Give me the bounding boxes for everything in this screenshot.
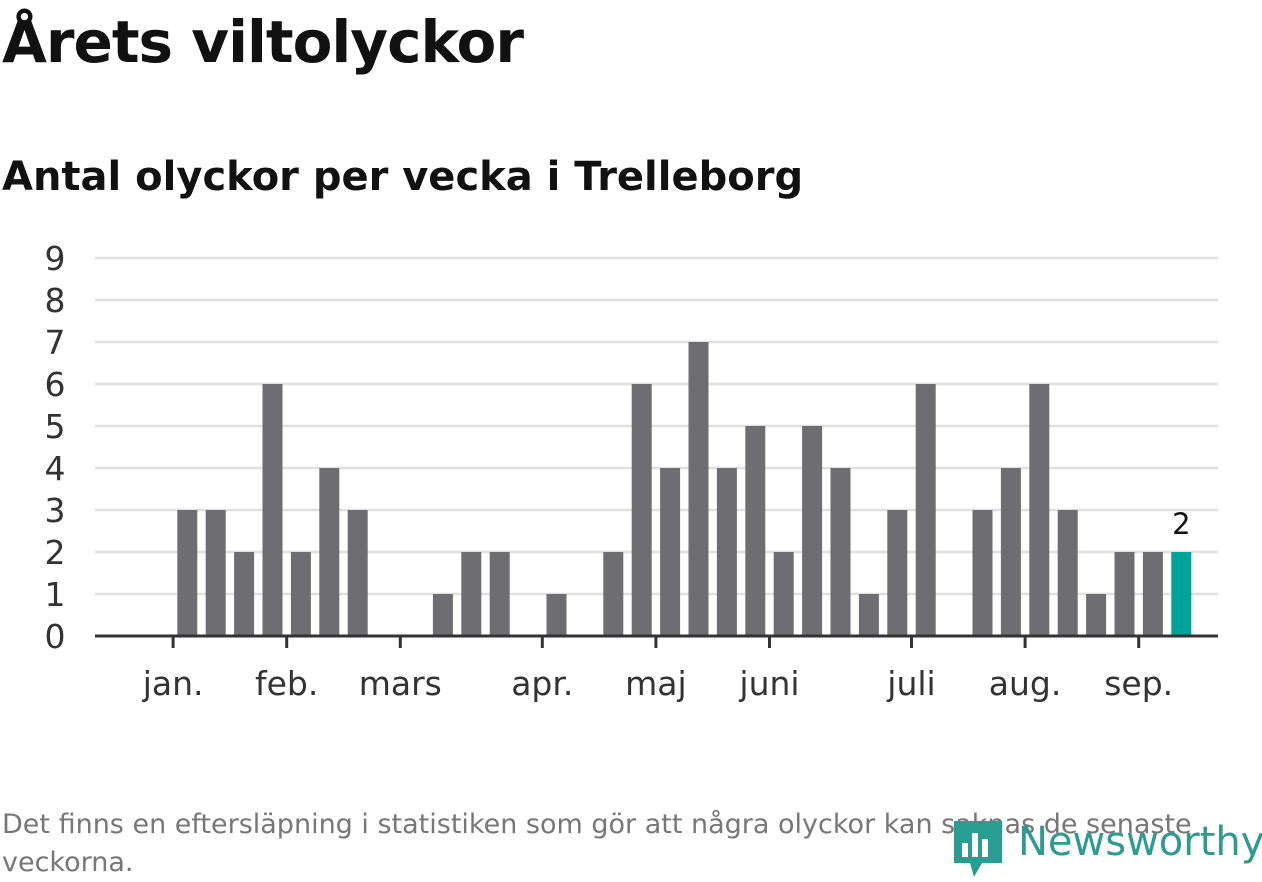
bar	[1142, 552, 1163, 636]
y-tick-label: 8	[45, 281, 66, 320]
x-tick-label: mars	[359, 664, 442, 703]
newsworthy-logo-text: Newsworthy	[1018, 819, 1262, 865]
bar	[205, 510, 226, 636]
bar	[830, 468, 851, 636]
bar-highlight	[1171, 552, 1192, 636]
bar	[887, 510, 908, 636]
bar	[915, 384, 936, 636]
bar	[773, 552, 794, 636]
bar	[1000, 468, 1021, 636]
bar	[461, 552, 482, 636]
bar	[660, 468, 681, 636]
x-tick-label: juni	[738, 664, 799, 703]
bar	[858, 594, 879, 636]
x-tick-label: feb.	[255, 664, 318, 703]
bar	[234, 552, 255, 636]
bar	[716, 468, 737, 636]
chart-subtitle: Antal olyckor per vecka i Trelleborg	[2, 154, 804, 200]
y-tick-label: 4	[45, 449, 66, 488]
bar	[290, 552, 311, 636]
bar	[546, 594, 567, 636]
bar	[745, 426, 766, 636]
highlight-value-label: 2	[1172, 507, 1190, 541]
y-tick-label: 5	[45, 407, 66, 446]
chart-title: Årets viltolyckor	[2, 8, 524, 76]
bar	[1086, 594, 1107, 636]
y-tick-label: 6	[45, 365, 66, 404]
y-tick-label: 0	[45, 617, 66, 656]
y-tick-label: 2	[45, 533, 66, 572]
x-tick-label: aug.	[989, 664, 1062, 703]
x-axis: jan. feb. mars apr. maj juni juli aug. sep.	[95, 634, 1218, 703]
bar	[802, 426, 823, 636]
data-labels: 2	[1172, 507, 1190, 541]
y-tick-label: 1	[45, 575, 66, 614]
y-tick-label: 7	[45, 323, 66, 362]
bar	[631, 384, 652, 636]
bar	[177, 510, 198, 636]
bar	[1057, 510, 1078, 636]
bar	[347, 510, 368, 636]
bar	[432, 594, 453, 636]
x-tick-label: juli	[886, 664, 935, 703]
newsworthy-logo: Newsworthy	[952, 815, 1262, 877]
bar	[489, 552, 510, 636]
bar	[972, 510, 993, 636]
bar	[262, 384, 283, 636]
bar	[1114, 552, 1135, 636]
x-tick-label: jan.	[142, 664, 204, 703]
y-tick-label: 3	[45, 491, 66, 530]
newsworthy-logo-icon	[954, 821, 1002, 877]
x-tick-label: apr.	[511, 664, 573, 703]
bar	[1029, 384, 1050, 636]
bars	[177, 342, 1192, 636]
y-tick-label: 9	[45, 239, 66, 278]
x-tick-label: maj	[625, 664, 687, 703]
bar	[688, 342, 709, 636]
bar	[319, 468, 340, 636]
x-tick-label: sep.	[1104, 664, 1173, 703]
bar	[603, 552, 624, 636]
